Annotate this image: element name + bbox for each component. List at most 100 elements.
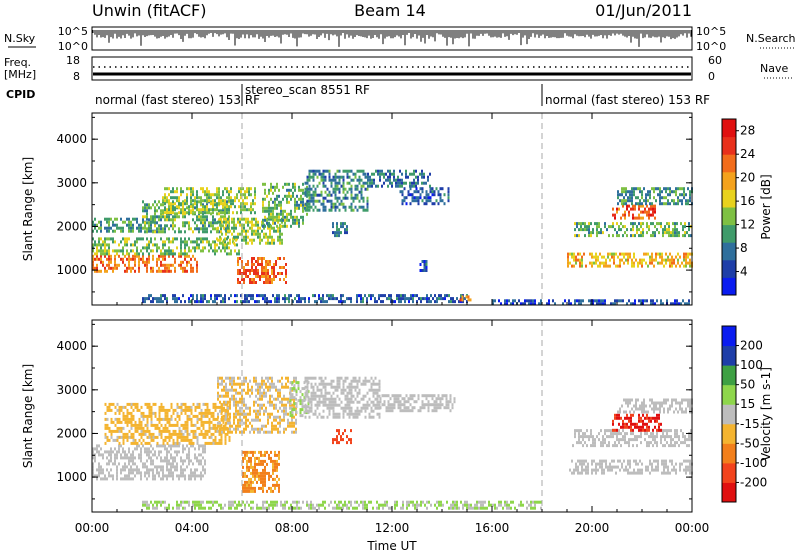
data-cell: [222, 224, 224, 228]
data-cell: [156, 203, 158, 207]
data-cell: [214, 423, 217, 427]
data-cell: [655, 258, 657, 262]
data-cell: [423, 263, 426, 266]
data-cell: [118, 417, 121, 421]
data-cell: [122, 229, 124, 233]
data-cell: [257, 272, 259, 275]
data-cell: [172, 459, 174, 463]
data-cell: [668, 228, 670, 232]
data-cell: [158, 266, 160, 270]
data-cell: [420, 300, 422, 304]
data-cell: [663, 202, 665, 206]
data-cell: [687, 252, 689, 256]
data-cell: [206, 196, 208, 200]
data-cell: [192, 423, 195, 427]
data-cell: [156, 465, 158, 469]
data-cell: [198, 447, 200, 451]
data-cell: [186, 193, 188, 197]
data-cell: [182, 447, 184, 451]
data-cell: [170, 474, 172, 478]
data-cell: [356, 196, 359, 200]
data-cell: [194, 257, 196, 261]
data-cell: [411, 193, 414, 197]
data-cell: [292, 300, 294, 304]
data-cell: [262, 480, 264, 484]
data-cell: [372, 382, 375, 386]
data-cell: [625, 199, 627, 203]
data-cell: [629, 193, 631, 197]
data-cell: [150, 423, 153, 427]
data-cell: [280, 224, 282, 228]
data-cell: [301, 402, 304, 406]
data-cell: [142, 438, 145, 442]
data-cell: [425, 181, 427, 185]
data-cell: [264, 480, 266, 484]
data-cell: [284, 215, 286, 219]
data-cell: [166, 459, 168, 463]
data-cell: [651, 258, 653, 262]
data-cell: [318, 400, 321, 404]
data-cell: [573, 252, 575, 256]
data-cell: [308, 415, 311, 419]
data-cell: [680, 222, 682, 226]
data-cell: [166, 447, 168, 451]
data-cell: [158, 426, 161, 430]
data-cell: [138, 237, 140, 241]
data-cell: [259, 430, 261, 434]
data-cell: [686, 231, 688, 235]
data-cell: [253, 418, 255, 422]
data-cell: [653, 187, 655, 191]
data-cell: [198, 215, 200, 219]
data-cell: [120, 257, 122, 261]
data-cell: [180, 211, 182, 215]
data-cell: [233, 412, 235, 416]
data-cell: [366, 196, 369, 200]
data-cell: [242, 489, 244, 493]
data-cell: [124, 263, 126, 267]
data-cell: [152, 438, 155, 442]
data-cell: [276, 182, 278, 186]
data-cell: [660, 225, 662, 229]
data-cell: [642, 222, 644, 226]
data-cell: [222, 215, 224, 219]
data-cell: [227, 229, 229, 233]
data-cell: [318, 172, 321, 176]
data-cell: [538, 302, 540, 306]
data-cell: [221, 409, 223, 413]
data-cell: [336, 199, 339, 203]
data-cell: [110, 435, 113, 439]
colorbar-tick-label: 24: [740, 147, 755, 161]
data-cell: [356, 412, 359, 416]
data-cell: [220, 209, 222, 213]
data-cell: [270, 185, 272, 189]
data-cell: [243, 238, 245, 242]
data-cell: [146, 417, 149, 421]
data-cell: [194, 423, 197, 427]
data-cell: [320, 376, 323, 380]
data-cell: [100, 257, 102, 261]
data-cell: [447, 196, 450, 200]
data-cell: [233, 241, 235, 245]
data-cell: [328, 397, 331, 401]
data-cell: [168, 474, 170, 478]
data-cell: [262, 489, 264, 493]
data-cell: [188, 408, 191, 412]
data-cell: [184, 447, 186, 451]
data-cell: [254, 456, 256, 460]
data-cell: [272, 471, 274, 475]
data-cell: [152, 300, 154, 304]
data-cell: [156, 257, 158, 261]
data-cell: [662, 302, 664, 306]
data-cell: [554, 302, 556, 306]
data-cell: [263, 269, 265, 272]
data-cell: [112, 402, 115, 406]
data-cell: [259, 263, 261, 266]
data-cell: [166, 462, 168, 466]
data-cell: [242, 474, 244, 478]
data-cell: [308, 406, 311, 410]
data-cell: [273, 269, 275, 272]
data-cell: [132, 217, 134, 221]
data-cell: [395, 178, 397, 182]
data-cell: [350, 187, 353, 191]
data-cell: [524, 302, 526, 306]
